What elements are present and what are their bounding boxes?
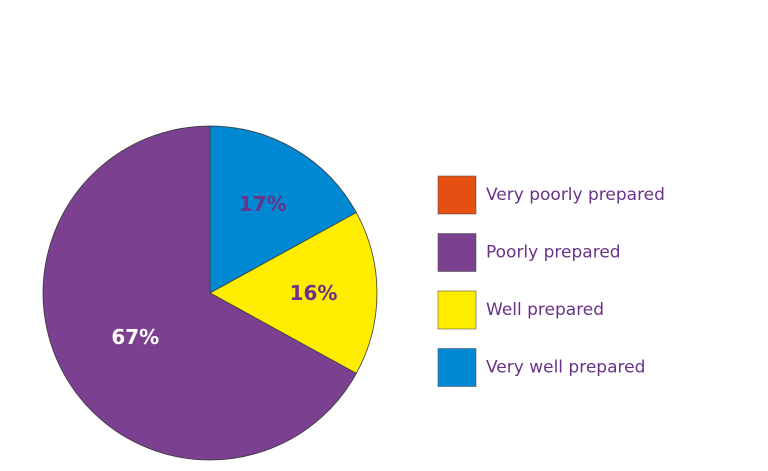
pie-slice-labels: 17% 16% 67% [111, 192, 337, 349]
legend: Very poorly prepared Poorly prepared Well … [437, 175, 665, 387]
pie-slice-poorly-prepared [42, 125, 357, 461]
pie-slices [42, 125, 378, 461]
legend-label-well-prepared: Well prepared [486, 300, 604, 320]
pie-slice-well-prepared [209, 212, 378, 374]
slice-value-label-poorly-prepared: 67% [111, 325, 159, 349]
legend-swatch-well-prepared [437, 290, 477, 330]
slice-value-label-very-well-prepared: 17% [239, 192, 287, 216]
legend-label-poorly-prepared: Poorly prepared [486, 243, 621, 263]
legend-label-very-well-prepared: Very well prepared [486, 358, 645, 378]
legend-swatch-very-well-prepared [437, 348, 477, 387]
pie-slice-very-well-prepared [209, 125, 357, 294]
legend-swatch-very-poorly-prepared [437, 175, 477, 215]
legend-label-very-poorly-prepared: Very poorly prepared [486, 185, 665, 205]
legend-swatch-poorly-prepared [437, 233, 477, 272]
slice-value-label-well-prepared: 16% [290, 281, 338, 305]
